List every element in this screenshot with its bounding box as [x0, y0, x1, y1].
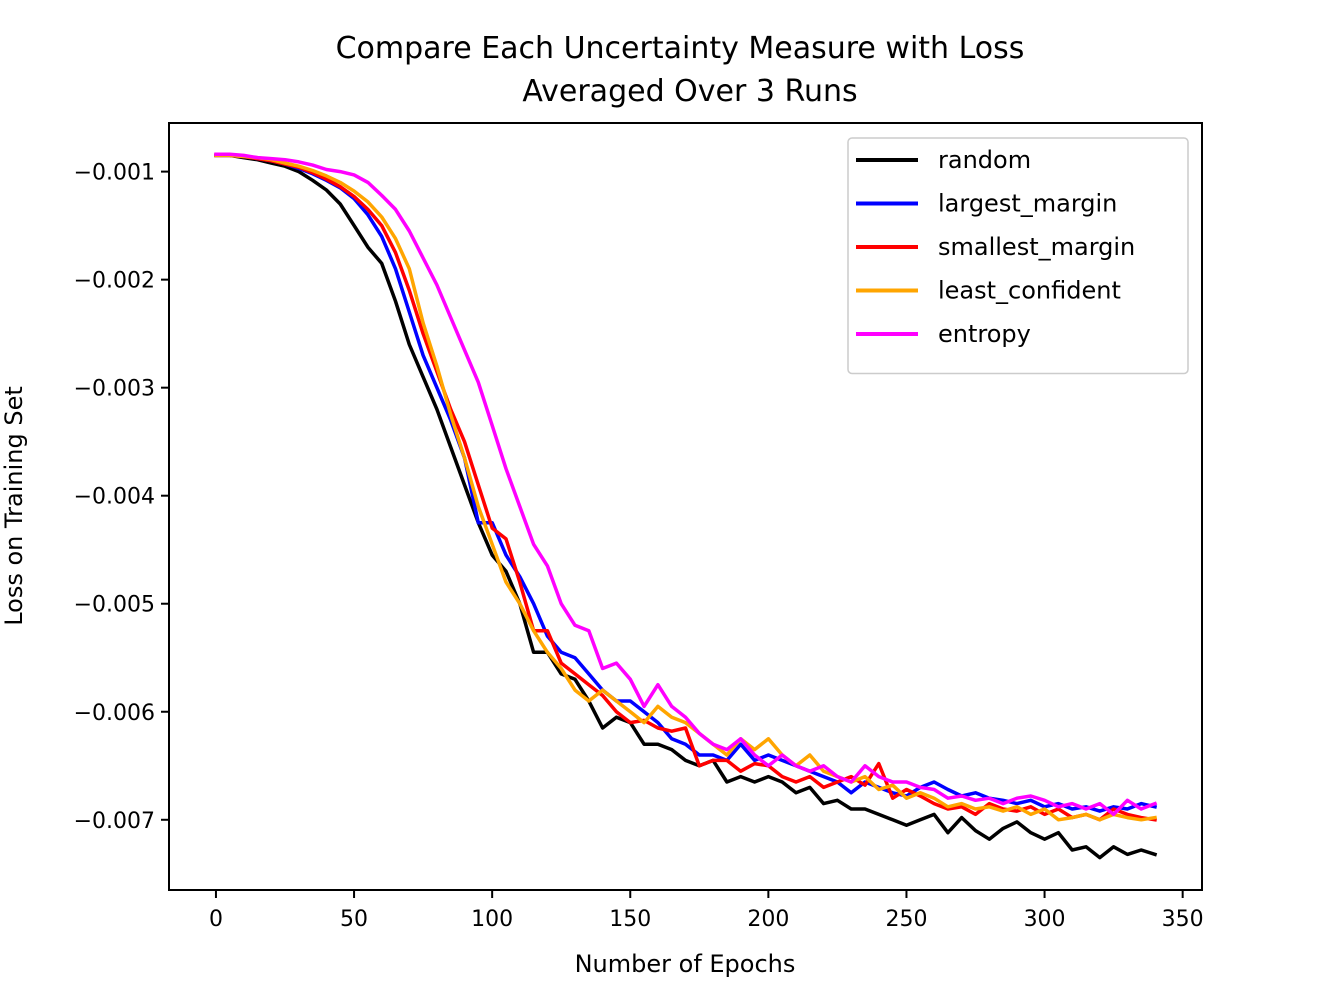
x-tick-label: 0	[209, 907, 223, 932]
y-tick-label: −0.007	[74, 809, 155, 834]
x-tick-label: 300	[1024, 907, 1066, 932]
x-axis-label: Number of Epochs	[575, 950, 796, 978]
x-tick-label: 100	[471, 907, 513, 932]
legend-label-entropy: entropy	[938, 320, 1031, 348]
legend-label-smallest-margin: smallest_margin	[938, 233, 1135, 261]
y-tick-label: −0.001	[74, 161, 155, 186]
plot-area	[214, 152, 1158, 860]
y-tick-label: −0.003	[74, 377, 155, 402]
plot-frame	[168, 122, 1203, 891]
y-tick-label: −0.005	[74, 593, 155, 618]
series-line-entropy	[214, 152, 1158, 817]
y-axis: −0.001 −0.002 −0.003 −0.004 −0.005 −0.006 −0.0…	[74, 161, 169, 834]
legend-label-largest-margin: largest_margin	[938, 190, 1117, 218]
y-axis-label: Loss on Training Set	[0, 386, 28, 626]
legend-label-random: random	[938, 146, 1031, 174]
x-tick-label: 200	[747, 907, 789, 932]
y-tick-label: −0.004	[74, 485, 155, 510]
chart-title-line-2: Averaged Over 3 Runs	[522, 74, 857, 109]
chart-title-line-1: Compare Each Uncertainty Measure with Lo…	[336, 31, 1025, 66]
legend-box	[847, 137, 1189, 375]
legend-label-least-confident: least_confident	[938, 277, 1121, 305]
series-line-smallest-margin	[214, 153, 1158, 822]
y-tick-label: −0.006	[74, 701, 155, 726]
x-tick-label: 250	[885, 907, 927, 932]
x-tick-label: 50	[340, 907, 368, 932]
x-tick-label: 350	[1162, 907, 1204, 932]
series-line-largest-margin	[214, 153, 1158, 813]
series-line-least-confident	[214, 153, 1158, 822]
y-tick-label: −0.002	[74, 269, 155, 294]
x-tick-label: 150	[609, 907, 651, 932]
legend: random largest_margin smallest_marginleast…	[847, 137, 1189, 375]
x-axis: 0 50 100 150 200 250 300 350	[209, 890, 1204, 932]
series-line-random	[214, 153, 1158, 860]
